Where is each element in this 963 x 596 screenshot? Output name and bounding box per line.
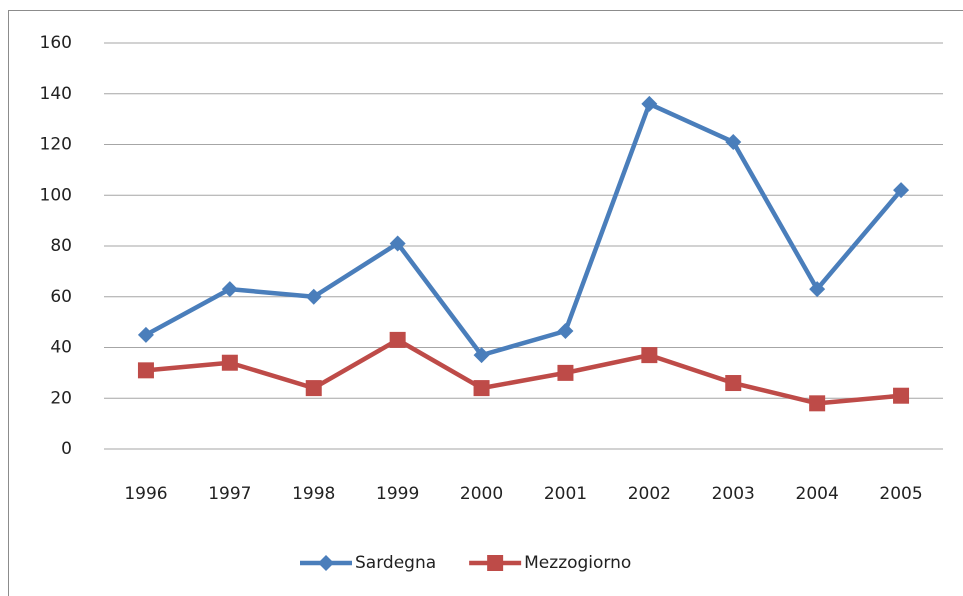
data-point (137, 362, 154, 379)
x-tick-label: 1998 (292, 484, 335, 504)
data-point (641, 347, 658, 364)
x-tick-label: 2002 (628, 484, 671, 504)
legend-label: Sardegna (355, 553, 436, 573)
data-point (725, 133, 742, 150)
legend-marker (487, 555, 504, 571)
data-point (137, 326, 154, 343)
data-point (473, 347, 490, 364)
y-tick-label: 80 (50, 236, 72, 256)
data-point (473, 380, 490, 397)
data-point (389, 235, 406, 252)
legend-marker (318, 555, 334, 571)
x-tick-label: 2003 (712, 484, 755, 504)
data-point (893, 182, 910, 199)
data-point (809, 281, 826, 298)
y-tick-label: 160 (40, 33, 72, 53)
y-tick-label: 0 (61, 439, 72, 459)
data-point (305, 380, 322, 397)
x-tick-label: 1997 (208, 484, 251, 504)
x-tick-label: 1999 (376, 484, 419, 504)
data-point (641, 95, 658, 112)
x-tick-label: 2004 (796, 484, 839, 504)
chart-frame (8, 10, 963, 596)
y-tick-label: 40 (50, 338, 72, 358)
data-point (305, 288, 322, 305)
y-tick-label: 120 (40, 135, 72, 155)
y-tick-label: 100 (40, 185, 72, 205)
data-point (221, 354, 238, 371)
data-point (557, 364, 574, 381)
data-point (389, 331, 406, 348)
x-tick-label: 2005 (879, 484, 922, 504)
data-point (221, 281, 238, 298)
x-tick-label: 2000 (460, 484, 503, 504)
y-tick-label: 20 (50, 388, 72, 408)
y-tick-label: 140 (40, 84, 72, 104)
legend-label: Mezzogiorno (524, 553, 631, 573)
x-tick-label: 1996 (124, 484, 167, 504)
series-line (144, 101, 903, 358)
x-tick-label: 2001 (544, 484, 587, 504)
y-tick-label: 60 (50, 287, 72, 307)
data-point (809, 395, 826, 412)
data-point (557, 323, 574, 340)
data-point (893, 387, 910, 404)
data-point (725, 375, 742, 392)
series-line (145, 337, 902, 406)
